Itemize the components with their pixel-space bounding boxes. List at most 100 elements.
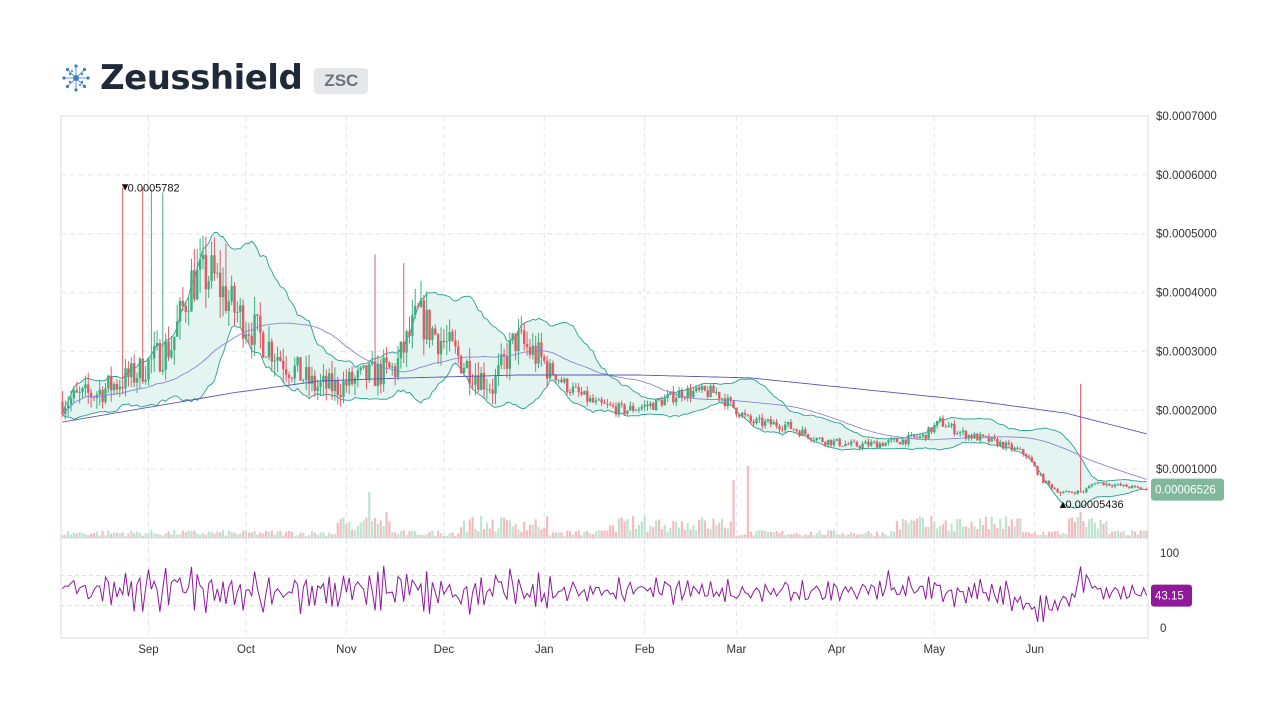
candle	[147, 357, 150, 386]
volume-bar	[947, 531, 950, 538]
volume-bar	[683, 530, 686, 538]
candle	[451, 328, 454, 342]
candle-body	[712, 385, 715, 393]
candle	[144, 366, 147, 385]
candle-body	[1119, 483, 1122, 486]
candle	[600, 396, 603, 406]
candle	[221, 267, 225, 317]
candle	[629, 401, 632, 411]
candle	[1096, 481, 1100, 484]
candle	[551, 360, 555, 376]
candle	[365, 364, 368, 390]
candle	[720, 397, 724, 404]
candle-body	[663, 398, 666, 406]
candle-body	[683, 397, 687, 399]
candle	[517, 319, 520, 365]
candle-body	[1065, 491, 1068, 492]
volume-bar	[270, 530, 273, 538]
candle	[835, 438, 839, 442]
candle	[867, 438, 870, 448]
volume-bar	[1099, 519, 1102, 538]
candle	[695, 386, 698, 393]
volume-bar	[568, 531, 572, 538]
candle-body	[414, 305, 417, 315]
volume-bar	[494, 531, 497, 538]
candle-body	[181, 300, 185, 306]
candle	[778, 424, 781, 433]
candle-body	[287, 374, 291, 378]
candle-body	[554, 374, 557, 381]
x-tick-label: Feb	[635, 644, 655, 656]
candle-body	[170, 350, 173, 358]
candle-body	[686, 388, 689, 399]
volume-bar	[959, 518, 962, 538]
volume-bar	[155, 533, 159, 538]
candle-body	[1131, 485, 1134, 488]
volume-bar	[336, 522, 339, 538]
volume-bar	[657, 519, 661, 538]
volume-bar	[1036, 534, 1039, 538]
candle-body	[1082, 491, 1085, 493]
candle-body	[316, 386, 319, 392]
candle-body	[809, 438, 813, 441]
volume-bar	[1068, 518, 1071, 538]
candle	[155, 330, 159, 351]
volume-bar	[824, 534, 827, 538]
volume-bar	[505, 520, 509, 538]
candle	[738, 413, 741, 419]
volume-bar	[508, 520, 511, 538]
volume-bar	[649, 525, 652, 538]
volume-bar	[677, 527, 681, 538]
candle	[385, 347, 388, 374]
candle-body	[918, 436, 922, 438]
candle-body	[482, 373, 486, 390]
candle	[1027, 454, 1031, 458]
candle	[89, 388, 93, 408]
candle-body	[497, 365, 500, 376]
candle-body	[895, 438, 899, 443]
candle-body	[221, 286, 225, 298]
volume-bar	[720, 518, 724, 538]
volume-bar	[835, 533, 838, 538]
volume-bar	[405, 534, 408, 538]
volume-bar	[953, 531, 956, 538]
candle-body	[1108, 483, 1111, 486]
candle-body	[1133, 485, 1137, 487]
candle	[138, 356, 142, 390]
candle-body	[391, 366, 394, 368]
volume-bar	[468, 519, 471, 538]
volume-bar	[213, 533, 216, 538]
volume-bar	[302, 532, 305, 538]
volume-bar	[775, 531, 778, 538]
candle	[924, 434, 927, 442]
volume-bar	[893, 531, 896, 538]
candle-body	[812, 440, 816, 441]
candle	[216, 263, 219, 278]
candle-body	[256, 314, 259, 316]
volume-bar	[1019, 518, 1022, 538]
candle	[872, 440, 876, 444]
volume-bar	[207, 531, 210, 538]
candle	[1125, 483, 1128, 487]
candle-body	[250, 335, 253, 345]
candle	[477, 362, 480, 393]
candle	[1105, 482, 1108, 487]
volume-bar	[351, 529, 354, 538]
candle-body	[901, 439, 904, 445]
candle-body	[746, 414, 750, 416]
candle-body	[720, 398, 724, 400]
candle	[359, 365, 362, 375]
volume-bar	[700, 517, 704, 538]
candle-body	[829, 439, 833, 446]
x-tick-label: Dec	[434, 644, 455, 656]
candle-body	[1125, 484, 1128, 487]
candle-body	[827, 439, 830, 445]
candle	[505, 343, 509, 379]
volume-bar	[517, 529, 520, 538]
candle	[801, 426, 804, 437]
candle	[726, 394, 730, 410]
candle-body	[1053, 488, 1056, 490]
candle	[1001, 441, 1005, 450]
volume-bar	[356, 525, 359, 538]
